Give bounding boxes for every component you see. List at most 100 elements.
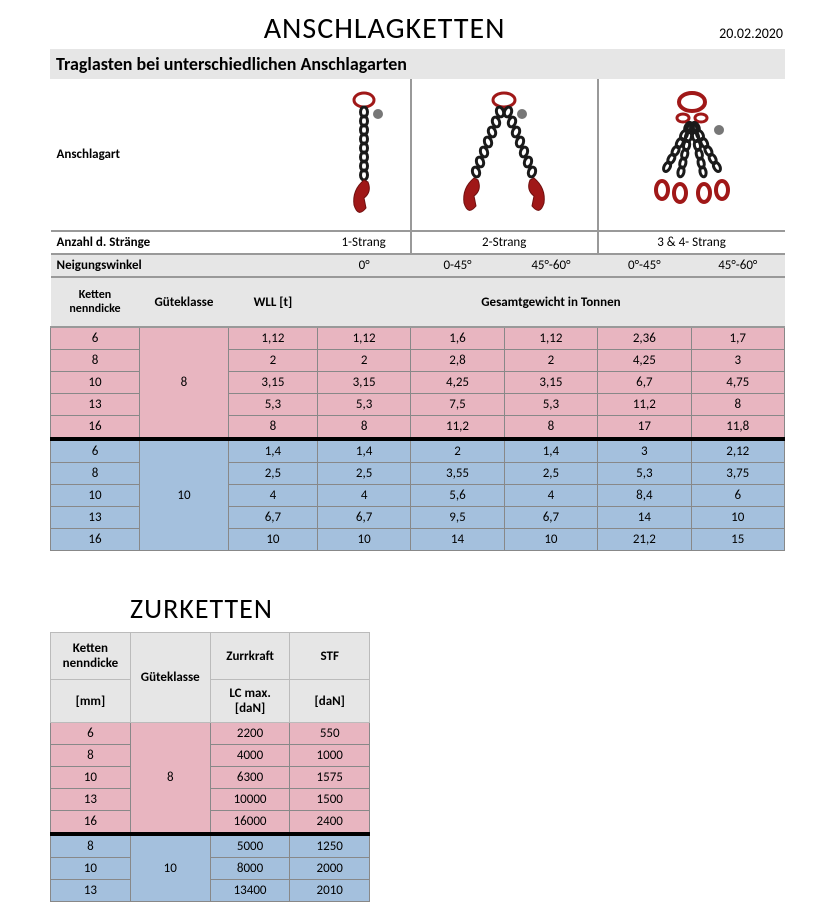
t2-d: 16: [51, 811, 131, 835]
t2-lc: 16000: [210, 811, 290, 835]
t2-d: 10: [51, 858, 131, 880]
cell-val: 3: [598, 439, 691, 463]
hdr-wll: WLL [t]: [228, 277, 317, 327]
cell-val: 21,2: [598, 529, 691, 551]
t2-d: 13: [51, 880, 131, 902]
angle-3: 0°-45°: [598, 254, 691, 277]
cell-wll: 3,15: [228, 372, 317, 394]
t2-h-dan: [daN]: [290, 680, 370, 723]
angle-1: 0-45°: [411, 254, 504, 277]
cell-wll: 8: [228, 416, 317, 440]
cell-val: 11,2: [411, 416, 504, 440]
hdr-gute: Güteklasse: [139, 277, 228, 327]
row-colheaders: Ketten nenndicke Güteklasse WLL [t] Gesa…: [51, 277, 785, 327]
t2-h-stf: STF: [290, 633, 370, 680]
cell-val: 5,3: [598, 463, 691, 485]
table-row: 1063001575: [51, 767, 370, 789]
table-row: 81050001250: [51, 834, 370, 858]
t2-h-lc: LC max. [daN]: [210, 680, 290, 723]
strand-1: 1-Strang: [317, 231, 410, 254]
table-row: 840001000: [51, 745, 370, 767]
cell-val: 4: [504, 485, 597, 507]
t2-d: 13: [51, 789, 131, 811]
t2-stf: 2010: [290, 880, 370, 902]
grade-cell: 10: [139, 439, 228, 551]
t2-stf: 1500: [290, 789, 370, 811]
t2-d: 6: [51, 723, 131, 745]
hdr-gesamt: Gesamtgewicht in Tonnen: [317, 277, 784, 327]
cell-val: 8: [504, 416, 597, 440]
cell-d: 13: [51, 394, 140, 416]
cell-wll: 5,3: [228, 394, 317, 416]
table-row: 16 160002400: [51, 811, 370, 835]
cell-val: 5,3: [504, 394, 597, 416]
cell-val: 4,75: [691, 372, 784, 394]
cell-val: 3,15: [504, 372, 597, 394]
table-row: 13 100001500: [51, 789, 370, 811]
table-row: 682200550: [51, 723, 370, 745]
cell-val: 11,2: [598, 394, 691, 416]
cell-val: 2,5: [317, 463, 410, 485]
cell-d: 10: [51, 372, 140, 394]
cell-wll: 1,12: [228, 327, 317, 350]
cell-val: 10: [317, 529, 410, 551]
angle-2: 45°-60°: [504, 254, 597, 277]
cell-val: 2: [504, 350, 597, 372]
t2-lc: 8000: [210, 858, 290, 880]
t2-grade8-rows: 6822005508400010001063001575131000015001…: [51, 723, 370, 835]
chain-1strand-icon: [317, 79, 410, 231]
page-title: ANSCHLAGKETTEN: [50, 10, 719, 47]
row-strands: Anzahl d. Stränge 1-Strang 2-Strang 3 & …: [51, 231, 785, 254]
t2-stf: 2400: [290, 811, 370, 835]
cell-val: 1,12: [504, 327, 597, 350]
grade10-rows: 6101,41,421,432,1282,52,53,552,55,33,751…: [51, 439, 785, 551]
cell-d: 8: [51, 463, 140, 485]
table-row: 10 80002000: [51, 858, 370, 880]
t2-lc: 5000: [210, 834, 290, 858]
cell-val: 1,4: [504, 439, 597, 463]
strand-34: 3 & 4- Strang: [598, 231, 785, 254]
t2-h-mm: [mm]: [51, 680, 131, 723]
t2-lc: 10000: [210, 789, 290, 811]
cell-val: 4,25: [411, 372, 504, 394]
cell-val: 2,12: [691, 439, 784, 463]
cell-val: 10: [691, 507, 784, 529]
strand-2: 2-Strang: [411, 231, 598, 254]
lbl-neigung: Neigungswinkel: [51, 254, 318, 277]
cell-wll: 6,7: [228, 507, 317, 529]
cell-val: 4: [317, 485, 410, 507]
chain-4strand-icon: [598, 79, 785, 231]
cell-d: 8: [51, 350, 140, 372]
t2-hdr2: [mm] LC max. [daN] [daN]: [51, 680, 370, 723]
grade-cell: 8: [139, 327, 228, 439]
t2-stf: 1250: [290, 834, 370, 858]
cell-val: 6: [691, 485, 784, 507]
cell-val: 14: [598, 507, 691, 529]
cell-wll: 1,4: [228, 439, 317, 463]
cell-val: 3,55: [411, 463, 504, 485]
cell-val: 6,7: [504, 507, 597, 529]
cell-val: 10: [504, 529, 597, 551]
t2-lc: 2200: [210, 723, 290, 745]
grade8-rows: 681,121,121,61,122,361,78222,824,253103,…: [51, 327, 785, 439]
cell-d: 16: [51, 529, 140, 551]
lbl-anzahl: Anzahl d. Stränge: [51, 231, 318, 254]
row-anschlagart: Anschlagart: [51, 79, 318, 231]
angle-0: 0°: [317, 254, 410, 277]
hdr-ketten: Ketten nenndicke: [51, 277, 140, 327]
cell-val: 4,25: [598, 350, 691, 372]
t2-hdr1: Ketten nenndicke Güteklasse Zurrkraft ST…: [51, 633, 370, 680]
cell-d: 13: [51, 507, 140, 529]
t2-stf: 2000: [290, 858, 370, 880]
cell-d: 6: [51, 439, 140, 463]
subtitle: Traglasten bei unterschiedlichen Anschla…: [50, 49, 785, 79]
t2-grade: 10: [130, 834, 210, 902]
t2-stf: 1575: [290, 767, 370, 789]
t2-h-zurr: Zurrkraft: [210, 633, 290, 680]
cell-val: 7,5: [411, 394, 504, 416]
row-angles: Neigungswinkel 0° 0-45° 45°-60° 0°-45° 4…: [51, 254, 785, 277]
t2-lc: 13400: [210, 880, 290, 902]
table-row: 13 134002010: [51, 880, 370, 902]
t2-lc: 4000: [210, 745, 290, 767]
load-table: Anschlagart: [50, 79, 785, 551]
